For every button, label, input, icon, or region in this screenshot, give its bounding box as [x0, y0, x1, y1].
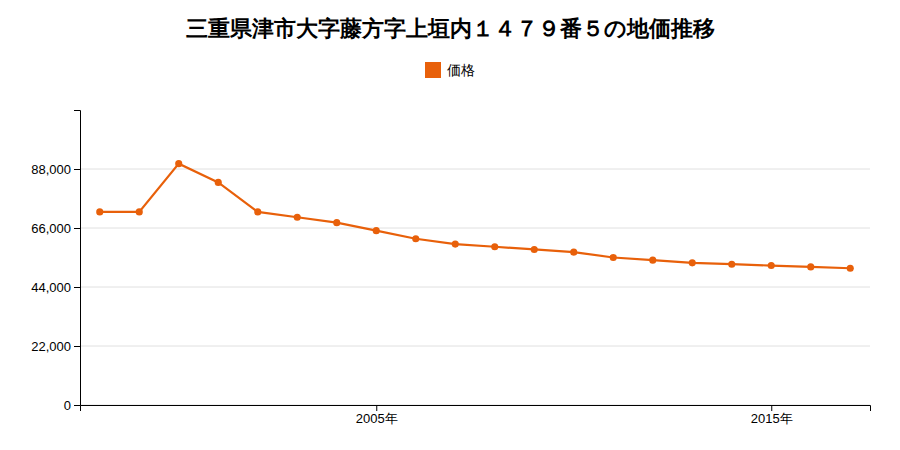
y-tick-mark [74, 346, 80, 347]
y-tick: 88,000 [31, 162, 80, 177]
marker [373, 227, 380, 234]
x-axis-line [81, 406, 871, 412]
y-tick-label: 22,000 [31, 339, 71, 354]
grid [80, 169, 870, 405]
x-tick: 2015年 [751, 405, 793, 426]
y-axis: 0 22,000 44,000 66,000 88,000 [31, 111, 80, 413]
y-tick-label: 88,000 [31, 162, 71, 177]
marker [96, 208, 103, 215]
marker [570, 249, 577, 256]
marker [689, 259, 696, 266]
marker [728, 261, 735, 268]
marker [531, 246, 538, 253]
title: 三重県津市大字藤方字上垣内１４７９番５の地価推移 [186, 16, 715, 41]
line [100, 164, 851, 269]
grid-line [80, 346, 870, 347]
y-tick-mark [74, 405, 80, 406]
y-axis-line [74, 111, 81, 406]
marker [136, 208, 143, 215]
grid-line [80, 287, 870, 288]
y-tick-mark [74, 228, 80, 229]
marker [807, 263, 814, 270]
marker [768, 262, 775, 269]
y-tick: 22,000 [31, 339, 80, 354]
marker [175, 160, 182, 167]
x-tick-mark [771, 405, 772, 411]
legend-label: 価格 [447, 62, 475, 78]
x-tick-label: 2015年 [751, 411, 793, 426]
plot: 2005年 2015年 0 22,000 44,000 66,000 88,000 [31, 111, 870, 427]
y-tick-mark [74, 287, 80, 288]
y-tick: 66,000 [31, 221, 80, 236]
marks [96, 160, 854, 272]
marker [254, 208, 261, 215]
legend-swatch [425, 62, 441, 78]
grid-line [80, 228, 870, 229]
x-tick: 2005年 [356, 405, 398, 426]
marker [491, 243, 498, 250]
marker [215, 179, 222, 186]
legend-item: 価格 [425, 62, 475, 78]
x-tick-label: 2005年 [356, 411, 398, 426]
marker [333, 219, 340, 226]
y-tick: 0 [64, 398, 80, 413]
y-tick-label: 66,000 [31, 221, 71, 236]
y-tick: 44,000 [31, 280, 80, 295]
marker [847, 265, 854, 272]
y-tick-label: 0 [64, 398, 71, 413]
marker [294, 214, 301, 221]
marker [649, 257, 656, 264]
marker [452, 241, 459, 248]
chart: 三重県津市大字藤方字上垣内１４７９番５の地価推移 2005年 2015年 0 22,00… [0, 0, 900, 450]
y-tick-mark [74, 169, 80, 170]
marker [610, 254, 617, 261]
x-axis: 2005年 2015年 [81, 405, 871, 426]
marker [412, 235, 419, 242]
legend: 価格 [425, 62, 475, 78]
x-tick-mark [376, 405, 377, 411]
grid-line [80, 169, 870, 170]
y-tick-label: 44,000 [31, 280, 71, 295]
